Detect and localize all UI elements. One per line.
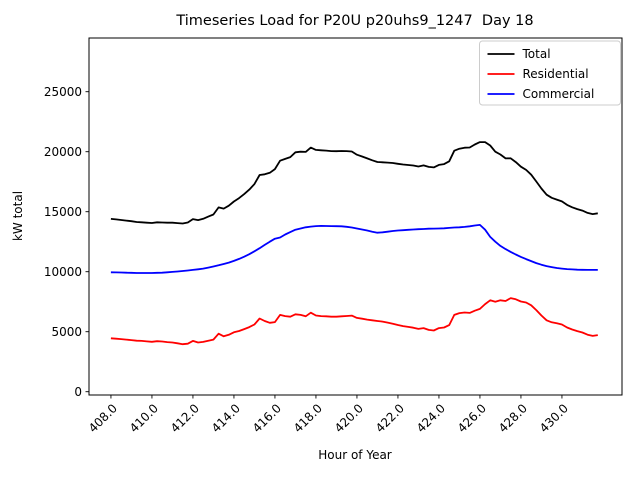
x-tick-label: 422.0: [373, 401, 407, 435]
x-axis-label: Hour of Year: [318, 448, 392, 462]
y-tick-label: 25000: [44, 85, 82, 99]
y-tick-label: 5000: [51, 325, 82, 339]
legend-label-commercial: Commercial: [523, 87, 595, 101]
series-line-commercial: [110, 223, 598, 274]
y-tick-label: 15000: [44, 205, 82, 219]
x-tick-label: 416.0: [250, 401, 284, 435]
y-axis-label: kW total: [11, 191, 25, 241]
y-tick-label: 20000: [44, 145, 82, 159]
x-tick-label: 414.0: [209, 401, 243, 435]
chart-title: Timeseries Load for P20U p20uhs9_1247 Da…: [175, 13, 533, 29]
legend-label-residential: Residential: [523, 67, 589, 81]
legend-label-total: Total: [522, 47, 551, 61]
x-tick-label: 418.0: [291, 401, 325, 435]
x-tick-label: 426.0: [455, 401, 489, 435]
x-tick-label: 410.0: [127, 401, 161, 435]
x-tick-label: 408.0: [86, 401, 120, 435]
plot-area: 408.0 410.0 412.0 414.0 416.0 418.0 420.0 422.0…: [44, 37, 623, 435]
series-line-total: [110, 141, 598, 225]
x-tick-label: 430.0: [537, 401, 571, 435]
x-tick-label: 420.0: [332, 401, 366, 435]
x-tick-label: 424.0: [414, 401, 448, 435]
series-line-residential: [110, 297, 598, 346]
x-tick-label: 412.0: [168, 401, 202, 435]
y-tick-label: 0: [74, 385, 82, 399]
y-tick-label: 10000: [44, 265, 82, 279]
x-tick-label: 428.0: [496, 401, 530, 435]
legend-box: [479, 40, 621, 106]
axes-frame: [88, 37, 623, 396]
